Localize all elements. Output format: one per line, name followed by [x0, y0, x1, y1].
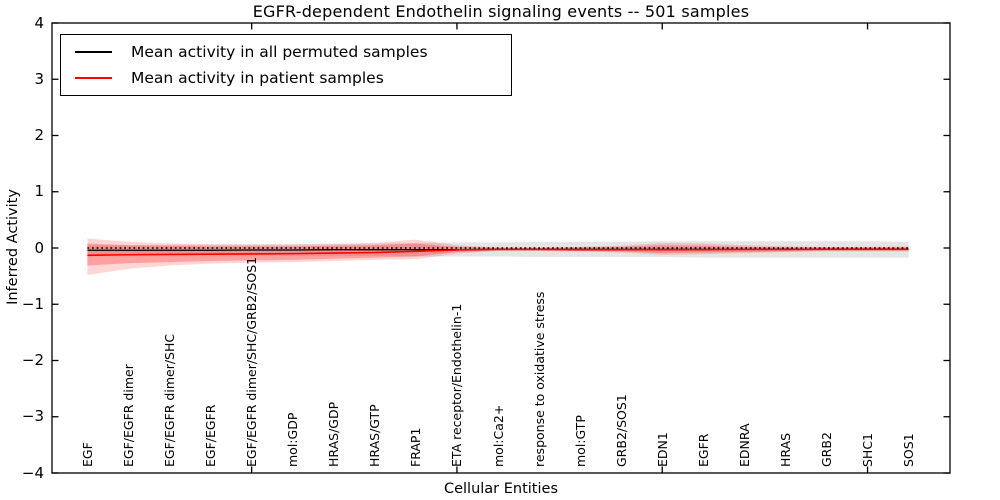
y-tick-label: 1 [34, 182, 44, 201]
series-line-Mean-activity-in-patient-samples [87, 248, 909, 257]
x-category-label: SHC1 [860, 432, 876, 467]
band-patient-samples-range-outer [87, 238, 909, 275]
x-category-label: SOS1 [901, 432, 917, 467]
y-tick-label: −2 [21, 351, 44, 369]
y-tick-label: 3 [34, 69, 44, 88]
legend-line-swatch-patient [75, 77, 112, 79]
legend-line-swatch-permuted [75, 51, 112, 53]
x-category-label: GRB2 [818, 431, 834, 467]
x-category-label: response to oxidative stress [531, 291, 547, 467]
y-tick-label: 4 [34, 13, 44, 32]
y-tick-label: −4 [21, 463, 44, 482]
chart-title: EGFR-dependent Endothelin signaling even… [252, 2, 750, 21]
x-category-label: mol:Ca2+ [490, 404, 506, 467]
y-tick-label: 2 [34, 126, 44, 144]
x-category-label: mol:GTP [572, 414, 588, 467]
x-category-label: EGFR [695, 433, 711, 467]
x-category-label: ETA receptor/Endothelin-1 [449, 303, 465, 467]
y-tick-label: −1 [21, 294, 44, 313]
x-category-label: EDNRA [736, 422, 752, 467]
x-category-label: EGF/EGFR dimer/SHC/GRB2/SOS1 [244, 256, 260, 467]
x-category-label: FRAP1 [408, 427, 424, 467]
legend-label-permuted: Mean activity in all permuted samples [131, 43, 428, 61]
x-category-label: EGF/EGFR dimer [120, 363, 136, 467]
x-category-label: EGF [79, 441, 95, 467]
x-category-label: GRB2/SOS1 [613, 393, 629, 467]
y-tick-label: 0 [34, 238, 44, 257]
x-category-label: EGF/EGFR [203, 404, 219, 467]
legend-item-permuted: Mean activity in all permuted samples [75, 43, 511, 61]
legend-item-patient: Mean activity in patient samples [75, 69, 511, 87]
x-axis-label: Cellular Entities [443, 481, 559, 497]
x-category-label: HRAS/GDP [326, 401, 342, 467]
x-category-label: mol:GDP [285, 412, 301, 467]
legend: Mean activity in all permuted samples Me… [60, 34, 512, 96]
x-category-label: HRAS [777, 432, 793, 467]
x-category-label: EDN1 [654, 431, 670, 467]
x-category-label: EGF/EGFR dimer/SHC [162, 333, 178, 467]
y-tick-label: −3 [21, 407, 44, 426]
x-category-label: HRAS/GTP [367, 403, 383, 467]
legend-label-patient: Mean activity in patient samples [131, 69, 384, 87]
